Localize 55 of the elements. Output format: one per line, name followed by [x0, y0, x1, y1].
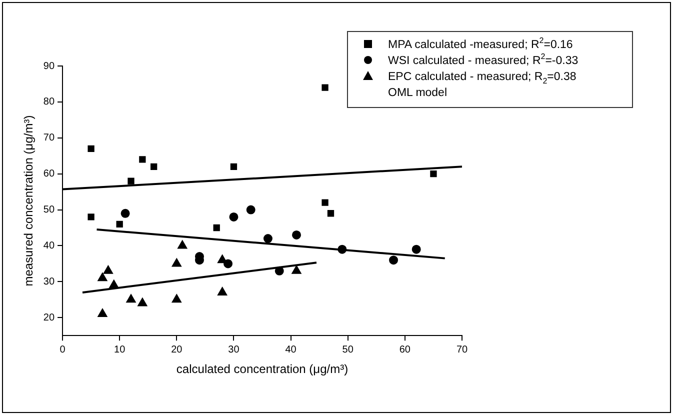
x-tick-label: 70 [456, 344, 468, 356]
point [246, 205, 256, 214]
point [172, 294, 182, 303]
point [178, 240, 188, 249]
y-tick-label: 20 [43, 312, 55, 324]
x-tick-label: 40 [285, 344, 297, 356]
legend-label: WSI calculated - measured; R$^{2}$=-0.33 [388, 52, 578, 69]
point [128, 178, 134, 184]
point [120, 208, 130, 218]
point [224, 259, 233, 268]
point [98, 272, 108, 282]
point [126, 294, 136, 303]
y-tick-label: 60 [43, 168, 55, 180]
x-tick-label: 10 [114, 344, 126, 356]
y-tick-label: 80 [43, 96, 55, 108]
point [103, 265, 114, 274]
y-axis-title: measured concentration (μg/m³) [22, 115, 36, 286]
x-tick-label: 30 [228, 344, 240, 356]
y-tick-label: 50 [43, 204, 55, 216]
point [292, 265, 302, 274]
point [263, 234, 272, 244]
point [230, 163, 238, 170]
y-tick-label: 30 [43, 276, 55, 288]
y-tick-label: 90 [43, 60, 55, 72]
point [116, 220, 123, 228]
point [274, 266, 284, 276]
x-tick-label: 0 [60, 344, 66, 356]
y-tick-label: 70 [43, 132, 55, 144]
point [412, 244, 421, 254]
point [430, 170, 437, 178]
point [217, 286, 228, 296]
legend-label: EPC calculated - measured; R$_{2}$=0.38 [388, 70, 576, 86]
x-tick-label: 50 [342, 344, 354, 356]
legend-label: MPA calculated -measured; R$^{2}$=0.16 [388, 36, 573, 53]
point [88, 145, 94, 152]
point [109, 280, 119, 288]
x-axis-title: calculated concentration (μg/m³) [176, 362, 348, 376]
point [172, 258, 182, 267]
point [213, 224, 220, 232]
point [389, 256, 398, 265]
x-tick-label: 60 [399, 344, 411, 356]
point [88, 214, 94, 220]
x-tick-label: 20 [171, 344, 183, 356]
y-tick-label: 40 [43, 240, 55, 252]
point [322, 84, 328, 91]
point [338, 244, 347, 254]
annotation: OML model [387, 86, 448, 101]
point [98, 308, 108, 318]
point [322, 199, 328, 206]
point [139, 156, 146, 163]
point [229, 212, 238, 222]
point [150, 163, 158, 170]
point [138, 298, 148, 306]
point [292, 230, 302, 240]
point [327, 210, 334, 217]
